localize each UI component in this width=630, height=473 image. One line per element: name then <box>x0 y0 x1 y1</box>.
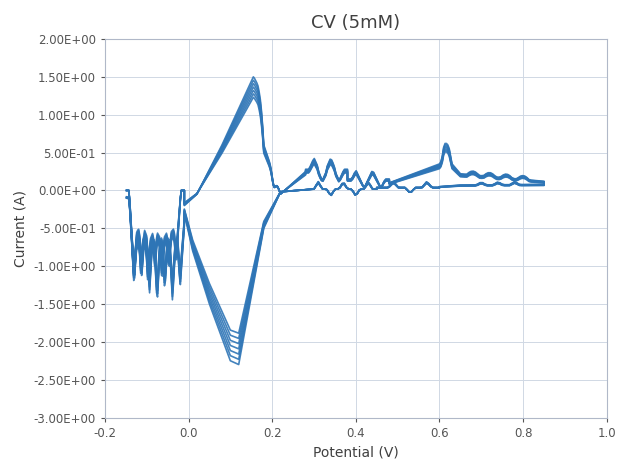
Y-axis label: Current (A): Current (A) <box>14 190 28 267</box>
X-axis label: Potential (V): Potential (V) <box>313 445 399 459</box>
Title: CV (5mM): CV (5mM) <box>311 14 401 32</box>
